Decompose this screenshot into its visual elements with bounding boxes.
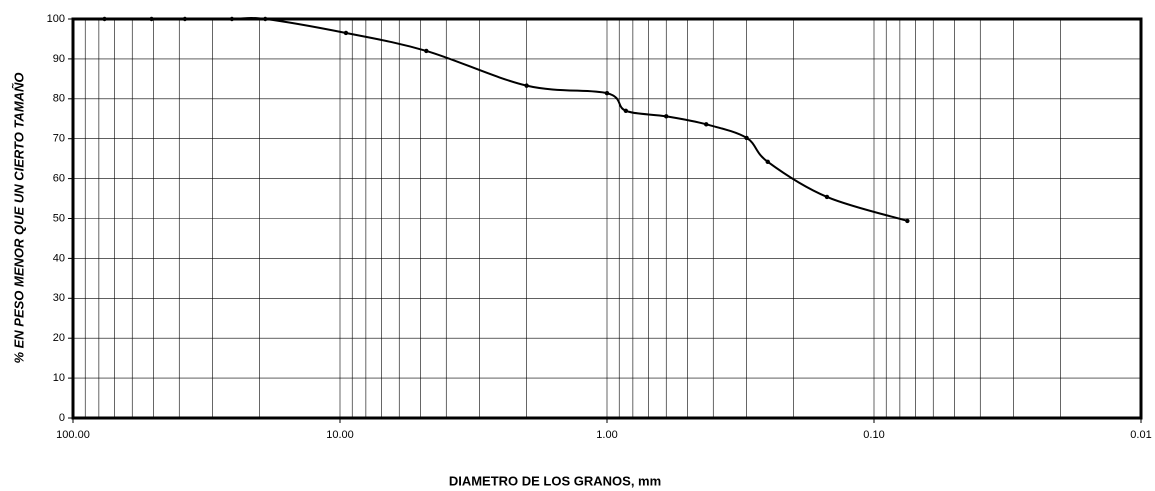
y-tick-label: 100 bbox=[47, 13, 65, 25]
y-tick-label: 10 bbox=[53, 372, 65, 384]
point bbox=[604, 91, 610, 96]
y-tick-label: 30 bbox=[53, 292, 65, 304]
point bbox=[343, 30, 349, 36]
point bbox=[765, 159, 770, 165]
y-tick-label: 80 bbox=[53, 93, 65, 105]
point bbox=[704, 122, 709, 127]
point bbox=[824, 194, 830, 200]
point bbox=[424, 48, 429, 54]
point bbox=[524, 83, 529, 88]
point bbox=[149, 16, 154, 22]
x-tick-label: 0.01 bbox=[1130, 429, 1151, 441]
x-tick-label: 0.10 bbox=[863, 429, 884, 441]
point bbox=[623, 108, 629, 113]
point bbox=[229, 16, 235, 22]
x-axis-title: DIAMETRO DE LOS GRANOS, mm bbox=[449, 473, 661, 488]
y-tick-label: 70 bbox=[53, 133, 65, 145]
y-tick-label: 0 bbox=[59, 412, 65, 424]
x-tick-label: 100.00 bbox=[56, 429, 90, 441]
y-tick-label: 20 bbox=[53, 332, 65, 344]
x-tick-label: 10.00 bbox=[326, 429, 354, 441]
curve bbox=[104, 16, 908, 222]
y-tick-label: 40 bbox=[53, 252, 65, 264]
y-tick-label: 50 bbox=[53, 212, 65, 224]
point bbox=[744, 135, 749, 141]
x-tick-label: 1.00 bbox=[596, 429, 617, 441]
point bbox=[664, 114, 669, 119]
plot-frame bbox=[71, 17, 1143, 420]
y-tick-label: 90 bbox=[53, 53, 65, 65]
point bbox=[102, 16, 107, 22]
point bbox=[182, 16, 188, 22]
y-tick-label: 60 bbox=[53, 173, 65, 185]
y-axis-title: % EN PESO MENOR QUE UN CIERTO TAMAÑO bbox=[11, 72, 26, 363]
point bbox=[263, 16, 268, 22]
point bbox=[905, 218, 910, 224]
